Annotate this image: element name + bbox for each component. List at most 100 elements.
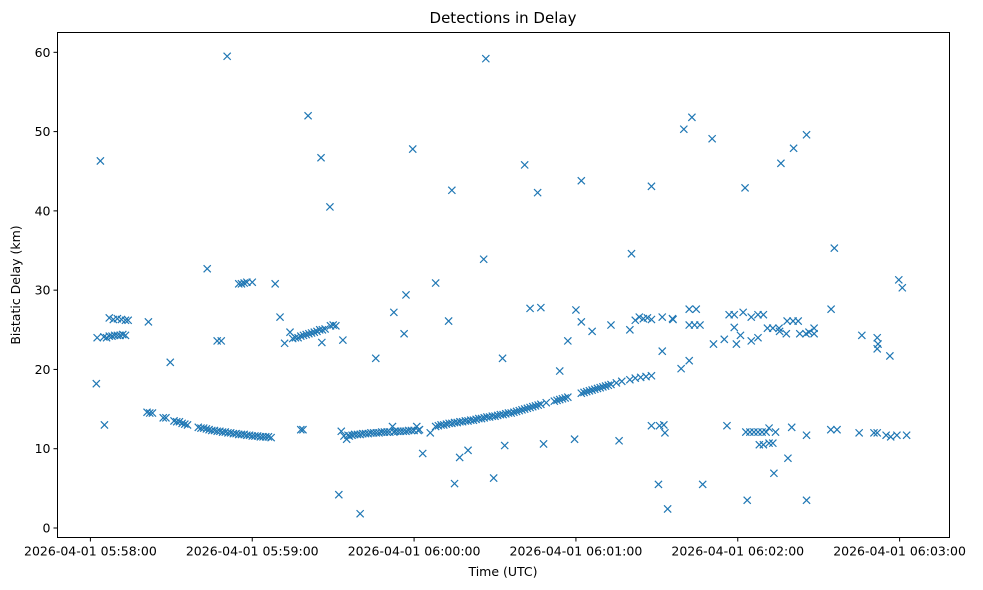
data-point-marker bbox=[869, 428, 878, 437]
data-point-marker bbox=[509, 408, 518, 417]
data-point-marker bbox=[526, 304, 535, 313]
data-point-marker bbox=[765, 424, 774, 433]
data-point-marker bbox=[753, 428, 763, 437]
data-point-marker bbox=[248, 278, 257, 287]
data-point-marker bbox=[561, 393, 570, 402]
data-point-marker bbox=[401, 290, 411, 299]
data-point-marker bbox=[555, 366, 564, 376]
data-point-marker bbox=[237, 279, 246, 288]
data-point-marker bbox=[732, 340, 741, 349]
data-point-marker bbox=[747, 336, 756, 345]
data-point-marker bbox=[627, 249, 636, 258]
data-point-marker bbox=[400, 329, 409, 338]
x-tick-label: 2026-04-01 06:00:00 bbox=[348, 544, 481, 559]
data-point-marker bbox=[660, 428, 669, 437]
data-point-marker bbox=[550, 397, 559, 406]
data-point-marker bbox=[663, 504, 672, 513]
data-point-marker bbox=[298, 425, 307, 434]
data-point-marker bbox=[329, 321, 338, 330]
y-tick-label: 60 bbox=[35, 45, 51, 60]
data-point-marker bbox=[144, 317, 153, 326]
data-point-marker bbox=[615, 436, 624, 445]
data-point-marker bbox=[223, 52, 232, 61]
data-point-marker bbox=[217, 336, 226, 345]
data-point-marker bbox=[606, 321, 616, 330]
data-point-marker bbox=[304, 111, 313, 120]
data-point-marker bbox=[747, 313, 756, 322]
data-point-marker bbox=[830, 244, 839, 253]
data-point-marker bbox=[577, 317, 586, 326]
data-point-marker bbox=[520, 405, 529, 414]
data-point-marker bbox=[588, 386, 597, 395]
data-point-marker bbox=[542, 398, 551, 407]
data-point-marker bbox=[345, 432, 354, 441]
data-point-marker bbox=[431, 278, 440, 288]
data-point-marker bbox=[588, 327, 597, 336]
data-point-marker bbox=[658, 347, 667, 356]
data-point-marker bbox=[317, 338, 326, 347]
data-point-marker bbox=[826, 425, 835, 434]
data-point-marker bbox=[299, 331, 308, 340]
data-point-marker bbox=[631, 316, 640, 325]
data-point-marker bbox=[408, 145, 417, 154]
data-point-marker bbox=[794, 317, 803, 326]
data-point-marker bbox=[749, 428, 758, 437]
y-tick-label: 10 bbox=[35, 441, 51, 456]
data-point-marker bbox=[464, 446, 473, 455]
data-point-marker bbox=[741, 183, 750, 192]
data-point-marker bbox=[558, 394, 567, 403]
x-axis: 2026-04-01 05:58:00 2026-04-01 05:59:00 20… bbox=[24, 537, 966, 559]
data-point-marker bbox=[302, 330, 311, 339]
data-point-marker bbox=[722, 421, 731, 430]
data-point-marker bbox=[739, 308, 748, 317]
data-point-marker bbox=[276, 313, 285, 322]
data-point-marker bbox=[213, 336, 222, 345]
data-point-marker bbox=[555, 395, 564, 404]
data-point-marker bbox=[264, 432, 273, 441]
data-point-marker bbox=[304, 329, 313, 338]
data-point-marker bbox=[577, 389, 586, 398]
data-point-marker bbox=[515, 406, 524, 415]
data-point-marker bbox=[708, 134, 717, 143]
data-point-marker bbox=[291, 333, 300, 342]
data-point-marker bbox=[695, 321, 705, 330]
data-point-marker bbox=[687, 113, 696, 122]
data-point-marker bbox=[310, 328, 319, 337]
data-point-marker bbox=[356, 509, 365, 518]
x-tick-label: 2026-04-01 06:03:00 bbox=[833, 544, 966, 559]
data-point-marker bbox=[894, 275, 903, 284]
data-point-marker bbox=[886, 432, 895, 441]
data-point-marker bbox=[318, 325, 327, 334]
data-point-marker bbox=[92, 379, 101, 388]
data-point-marker bbox=[898, 283, 907, 292]
data-point-marker bbox=[533, 188, 542, 197]
data-point-marker bbox=[183, 420, 192, 429]
data-point-marker bbox=[741, 428, 750, 437]
data-point-marker bbox=[536, 303, 545, 312]
data-point-marker bbox=[271, 279, 280, 288]
data-point-marker bbox=[526, 403, 535, 412]
data-point-marker bbox=[431, 422, 440, 431]
data-point-marker bbox=[121, 331, 130, 340]
data-point-marker bbox=[755, 440, 764, 449]
data-point-marker bbox=[477, 414, 486, 423]
data-point-marker bbox=[709, 340, 718, 349]
data-point-marker bbox=[625, 375, 634, 384]
data-point-marker bbox=[647, 182, 656, 191]
y-tick-label: 40 bbox=[35, 203, 51, 218]
data-point-marker bbox=[582, 387, 591, 396]
data-point-marker bbox=[455, 453, 464, 462]
y-axis-label: Bistatic Delay (km) bbox=[8, 225, 23, 344]
data-point-marker bbox=[124, 316, 133, 325]
data-point-marker bbox=[902, 431, 911, 440]
data-point-marker bbox=[199, 424, 208, 433]
data-point-marker bbox=[885, 351, 894, 360]
data-point-marker bbox=[178, 419, 187, 428]
data-point-marker bbox=[625, 325, 634, 334]
data-point-marker bbox=[771, 428, 780, 437]
data-point-marker bbox=[612, 378, 621, 387]
data-point-marker bbox=[100, 420, 109, 429]
data-point-marker bbox=[720, 335, 729, 344]
data-point-marker bbox=[810, 324, 819, 333]
